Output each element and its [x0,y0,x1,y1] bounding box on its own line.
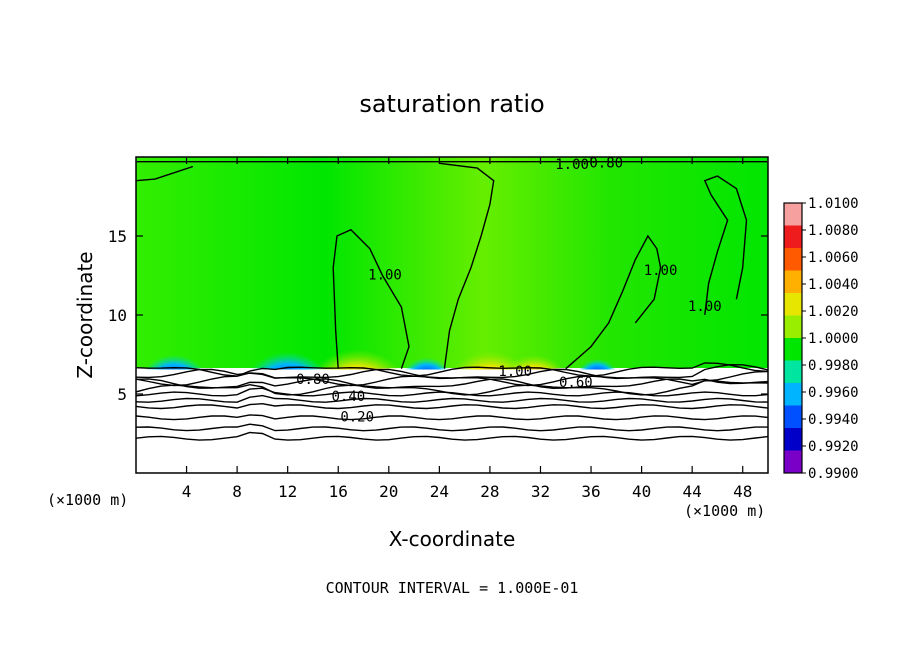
x-tick-label: 8 [232,482,242,501]
colorbar-swatch [784,248,802,271]
contour-label: 1.00 [555,157,589,173]
colorbar-label: 1.0060 [808,250,859,266]
contour-line [332,228,410,369]
colorbar-swatch [784,428,802,451]
contour-label: 0.80 [296,372,330,388]
contour-line [136,431,768,441]
contour-label: 1.00 [688,299,722,315]
colorbar-label: 1.0080 [808,223,859,239]
colorbar-label: 0.9900 [808,466,859,482]
saturation-field: 1.00 0.801.00 1.001.000.80 1.000.600.400.20 [136,155,768,473]
colorbar-swatch [784,293,802,316]
subsaturated-layer [136,369,768,473]
colorbar-swatch [784,383,802,406]
y-tick-label: 10 [108,306,127,325]
contour-line [136,423,768,432]
contour-label: 1.00 [498,364,532,380]
contour-line [136,165,194,182]
colorbar-swatch [784,405,802,429]
colorbar-label: 0.9940 [808,412,859,428]
x-tick-label: 36 [581,482,600,501]
colorbar-label: 1.0040 [808,277,859,293]
contour-label: 0.60 [559,375,593,391]
colorbar-swatch [784,225,802,249]
colorbar-swatch [784,315,802,339]
contour-line [565,234,662,370]
x-tick-label: 12 [278,482,297,501]
colorbar-swatch [784,360,802,384]
colorbar-label: 1.0100 [808,196,859,212]
contour-line [136,379,768,396]
x-tick-label: 44 [683,482,702,501]
contour-line [136,414,768,421]
y-tick-label: 5 [117,385,127,404]
x-tick-label: 32 [531,482,550,501]
colorbar-swatch [784,270,802,294]
x-tick-label: 40 [632,482,651,501]
contour-line [439,162,495,369]
colorbar: 1.0100 1.0080 1.0060 1.0040 1.0020 1.0000 0.99… [783,196,859,482]
y-tick-label: 15 [108,227,127,246]
x-tick-label: 4 [182,482,192,501]
x-tick-label: 28 [480,482,499,501]
colorbar-label: 0.9980 [808,358,859,374]
contour-label: 0.80 [589,155,623,171]
x-tick-label: 48 [733,482,752,501]
contour-line [136,362,768,377]
x-tick-label: 24 [430,482,449,501]
colorbar-label: 0.9920 [808,439,859,455]
contour-label: 1.00 [644,263,678,279]
colorbar-label: 1.0020 [808,304,859,320]
colorbar-swatch [784,450,802,474]
contour-label: 1.00 [368,268,402,284]
x-tick-label: 20 [379,482,398,501]
colorbar-swatch [784,338,802,361]
contour-line [136,378,768,390]
x-tick-label: 16 [329,482,348,501]
contour-interval-note: CONTOUR INTERVAL = 1.000E-01 [326,579,579,597]
x-unit-label-right: (×1000 m) [684,502,765,520]
contour-line [136,394,768,403]
contour-label: 0.40 [331,389,365,405]
chart-title: saturation ratio [359,90,544,118]
x-axis-label: X-coordinate [389,527,516,551]
contour-line [703,175,748,316]
y-axis-label: Z-coordinate [73,251,97,378]
colorbar-swatch [784,203,802,226]
contour-line [136,402,768,410]
colorbar-label: 0.9960 [808,385,859,401]
colorbar-label: 1.0000 [808,331,859,347]
x-unit-label-left: (×1000 m) [47,491,128,509]
contour-label: 0.20 [340,410,374,426]
